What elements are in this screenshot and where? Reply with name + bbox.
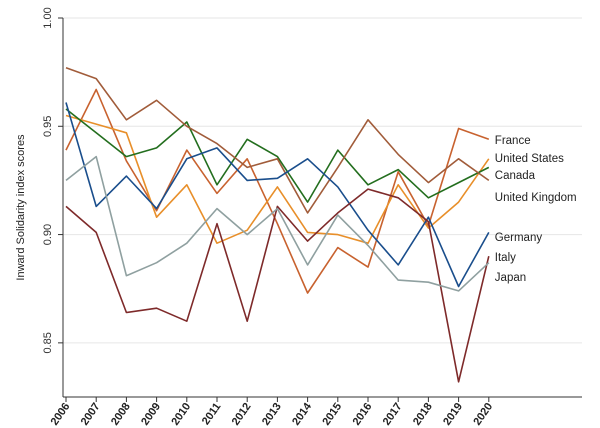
gridlines <box>63 17 582 344</box>
y-tick-label: 0.95 <box>42 116 54 137</box>
series-lines <box>65 67 490 383</box>
y-tick-label: 1.00 <box>42 7 54 28</box>
x-tick-label: 2014 <box>290 400 314 428</box>
axes: 0.85 0.90 0.95 1.00 2006 2007 2008 2009 2010 2011… <box>42 7 582 428</box>
series-label-france: France <box>495 135 531 147</box>
series-line-germany <box>65 102 490 288</box>
x-tick-label: 2018 <box>411 401 435 428</box>
series-labels: France United States Canada United Kingdom G… <box>495 135 577 284</box>
x-tick-label: 2015 <box>320 401 344 428</box>
series-line-canada <box>65 108 490 203</box>
y-axis-title: Inward Solidarity index scores <box>15 134 27 281</box>
x-tick-label: 2009 <box>139 401 163 428</box>
x-tick-label: 2010 <box>169 401 193 428</box>
series-line-italy <box>65 188 490 383</box>
series-label-united-states: United States <box>495 153 564 165</box>
x-tick-label: 2017 <box>381 401 405 428</box>
series-line-france <box>65 88 490 294</box>
x-tick-label: 2007 <box>79 401 103 428</box>
series-line-united-kingdom <box>65 67 490 214</box>
x-tick-label: 2013 <box>260 401 284 428</box>
x-tick-label: 2011 <box>200 401 224 427</box>
series-label-italy: Italy <box>495 252 516 264</box>
series-label-germany: Germany <box>495 232 543 244</box>
y-tick-label: 0.85 <box>42 332 54 353</box>
x-tick-label: 2012 <box>230 401 254 428</box>
y-tick-label: 0.90 <box>42 224 54 245</box>
x-tick-label: 2006 <box>49 401 73 428</box>
x-tick-label: 2008 <box>109 401 133 428</box>
x-tick-label: 2019 <box>441 401 465 428</box>
x-tick-label: 2016 <box>351 401 375 428</box>
series-line-japan <box>65 155 490 292</box>
series-label-japan: Japan <box>495 272 526 284</box>
series-label-canada: Canada <box>495 170 536 182</box>
series-label-united-kingdom: United Kingdom <box>495 192 577 204</box>
x-tick-label: 2020 <box>471 401 495 428</box>
